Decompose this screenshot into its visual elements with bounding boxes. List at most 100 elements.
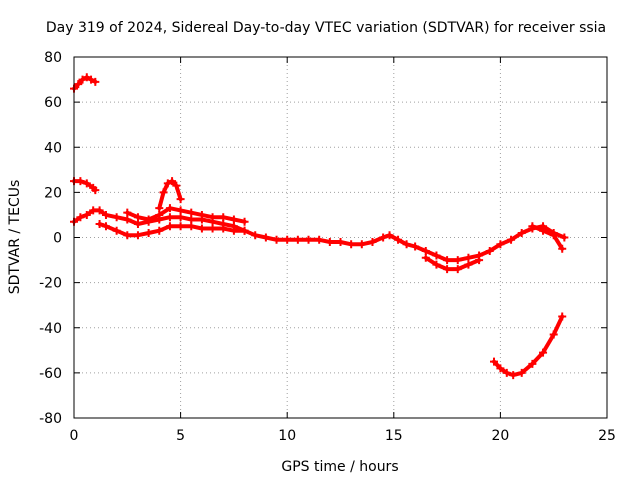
data-point <box>172 181 181 190</box>
x-axis-label: GPS time / hours <box>281 459 398 475</box>
y-tick-label: -80 <box>39 411 62 427</box>
data-point <box>112 226 121 235</box>
data-point <box>95 219 104 228</box>
data-point <box>176 213 185 222</box>
data-point <box>272 235 281 244</box>
y-tick-label: 80 <box>44 50 62 66</box>
data-point <box>325 238 334 247</box>
data-point <box>357 240 366 249</box>
data-point <box>558 244 567 253</box>
data-point <box>101 210 110 219</box>
data-point <box>432 251 441 260</box>
data-point <box>163 179 172 188</box>
data-point <box>549 231 558 240</box>
data-point <box>240 217 249 226</box>
data-point <box>507 235 516 244</box>
x-tick-label: 25 <box>598 428 616 444</box>
data-point <box>74 80 83 89</box>
x-tick-label: 10 <box>278 428 296 444</box>
data-point <box>176 195 185 204</box>
data-point <box>336 238 345 247</box>
data-point <box>475 256 484 265</box>
data-point <box>385 231 394 240</box>
data-point <box>490 357 499 366</box>
data-point <box>133 231 142 240</box>
axis-ticks: 0 5 10 15 20 25 -80 -60 -40 -20 0 20 40 60 80 <box>39 50 616 444</box>
data-point <box>91 77 100 86</box>
y-tick-label: 40 <box>44 140 62 156</box>
data-point <box>411 242 420 251</box>
data-point <box>91 186 100 195</box>
data-point <box>76 177 85 186</box>
data-point <box>539 348 548 357</box>
data-point <box>443 265 452 274</box>
y-tick-label: -40 <box>39 321 62 337</box>
data-point <box>176 206 185 215</box>
data-point <box>82 73 91 82</box>
data-point <box>229 226 238 235</box>
data-point <box>368 238 377 247</box>
data-point <box>283 235 292 244</box>
data-point <box>123 208 132 217</box>
data-point <box>76 213 85 222</box>
data-point <box>240 226 249 235</box>
data-point <box>168 177 177 186</box>
series-arc-end <box>530 224 565 251</box>
data-point <box>502 368 511 377</box>
data-point <box>219 224 228 233</box>
data-point <box>421 247 430 256</box>
data-point <box>155 226 164 235</box>
data-point <box>133 213 142 222</box>
data-point <box>187 215 196 224</box>
data-point <box>219 213 228 222</box>
data-point <box>112 213 121 222</box>
data-point <box>197 224 206 233</box>
data-point <box>187 222 196 231</box>
y-tick-label: 20 <box>44 185 62 201</box>
data-point <box>293 235 302 244</box>
series-group <box>70 73 569 380</box>
data-point <box>123 215 132 224</box>
x-tick-label: 20 <box>491 428 509 444</box>
chart-title: Day 319 of 2024, Sidereal Day-to-day VTE… <box>46 20 606 36</box>
x-tick-label: 0 <box>70 428 79 444</box>
data-point <box>144 228 153 237</box>
data-point <box>176 222 185 231</box>
data-point <box>517 228 526 237</box>
data-point <box>304 235 313 244</box>
data-point <box>187 208 196 217</box>
data-point <box>443 256 452 265</box>
data-point <box>208 224 217 233</box>
data-point <box>453 265 462 274</box>
plot-frame <box>73 56 608 419</box>
data-point <box>315 235 324 244</box>
y-tick-label: -60 <box>39 366 62 382</box>
data-point <box>123 231 132 240</box>
data-point <box>251 231 260 240</box>
data-point <box>165 222 174 231</box>
data-point <box>78 75 87 84</box>
data-point <box>165 213 174 222</box>
data-point <box>159 188 168 197</box>
data-point <box>509 371 518 380</box>
data-point <box>208 213 217 222</box>
data-point <box>197 210 206 219</box>
data-point <box>133 219 142 228</box>
x-tick-label: 5 <box>176 428 185 444</box>
data-point <box>229 215 238 224</box>
data-point <box>82 179 91 188</box>
y-axis-label: SDTVAR / TECUs <box>7 180 23 295</box>
data-point <box>87 75 96 84</box>
data-point <box>485 247 494 256</box>
data-point <box>261 233 270 242</box>
data-point <box>165 204 174 213</box>
y-tick-label: 0 <box>53 231 62 247</box>
data-point <box>517 368 526 377</box>
data-point <box>379 233 388 242</box>
data-point <box>421 253 430 262</box>
data-point <box>82 210 91 219</box>
y-tick-label: -20 <box>39 276 62 292</box>
data-point <box>549 330 558 339</box>
data-point <box>528 222 537 231</box>
